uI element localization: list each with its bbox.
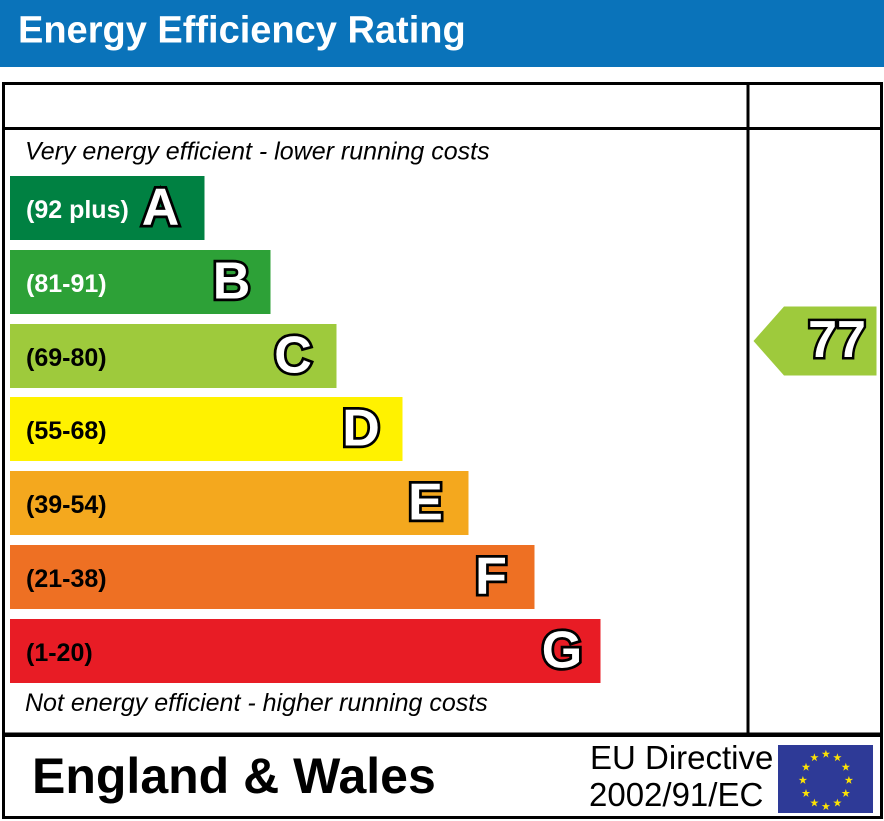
svg-text:(69-80): (69-80): [26, 344, 107, 372]
svg-text:Not energy efficient - higher: Not energy efficient - higher running co…: [25, 689, 488, 717]
svg-text:C: C: [274, 326, 312, 384]
svg-text:77: 77: [808, 311, 866, 369]
svg-text:(21-38): (21-38): [26, 565, 107, 593]
svg-text:EU Directive: EU Directive: [590, 739, 773, 776]
svg-text:B: B: [213, 252, 251, 310]
svg-text:(39-54): (39-54): [26, 491, 107, 519]
svg-text:(1-20): (1-20): [26, 639, 93, 667]
svg-text:A: A: [142, 178, 180, 236]
svg-text:G: G: [542, 621, 582, 679]
svg-text:(55-68): (55-68): [26, 417, 107, 445]
svg-text:2002/91/EC: 2002/91/EC: [589, 776, 763, 813]
svg-text:F: F: [475, 547, 507, 605]
svg-text:E: E: [408, 473, 443, 531]
svg-text:England & Wales: England & Wales: [32, 748, 436, 804]
svg-text:D: D: [342, 399, 380, 457]
svg-text:(81-91): (81-91): [26, 270, 107, 298]
svg-text:Energy Efficiency Rating: Energy Efficiency Rating: [18, 10, 466, 52]
svg-text:Very energy efficient - lower: Very energy efficient - lower running co…: [25, 138, 490, 166]
svg-text:(92 plus): (92 plus): [26, 196, 129, 224]
